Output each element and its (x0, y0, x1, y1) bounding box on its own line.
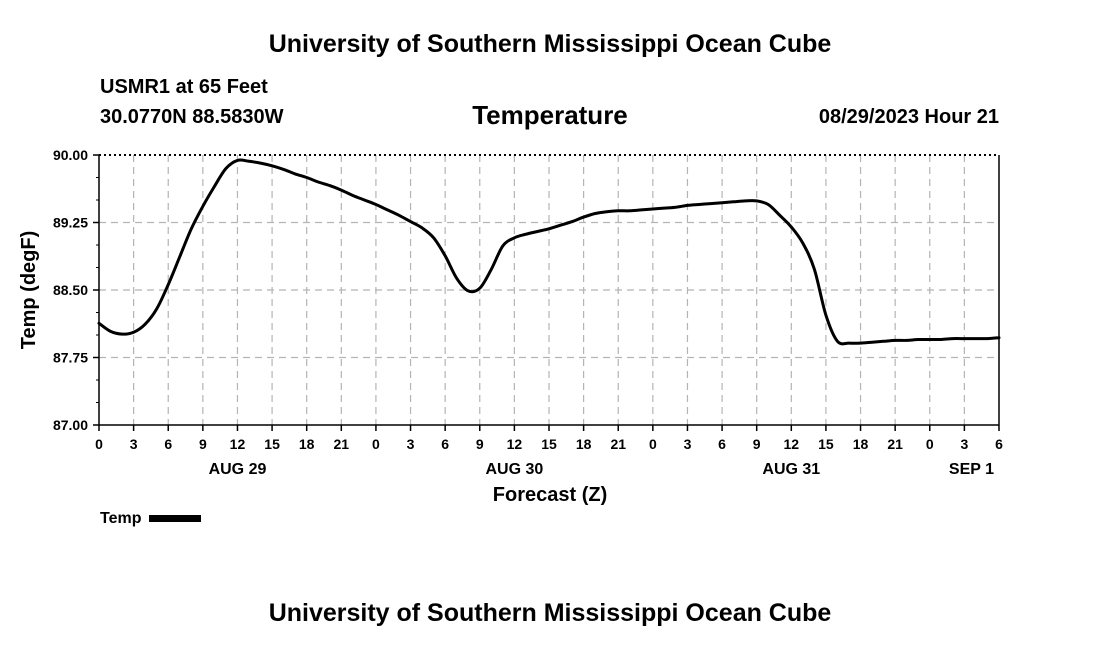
forecast-datetime: 08/29/2023 Hour 21 (818, 106, 999, 128)
x-tick-label: 12 (507, 436, 523, 452)
x-tick-label: 18 (853, 436, 869, 452)
station-name: USMR1 at 65 Feet (100, 76, 268, 98)
x-date-label: AUG 31 (762, 461, 820, 478)
x-tick-label: 15 (264, 436, 280, 452)
x-tick-label: 12 (784, 436, 800, 452)
x-tick-label: 3 (684, 436, 692, 452)
x-tick-label: 3 (130, 436, 138, 452)
x-date-label: SEP 1 (949, 461, 994, 478)
y-axis-label: Temp (degF) (18, 231, 40, 350)
y-tick-label: 90.00 (53, 147, 88, 163)
x-tick-label: 3 (407, 436, 415, 452)
x-date-label: AUG 29 (209, 461, 267, 478)
x-tick-label: 6 (718, 436, 726, 452)
x-axis-label: Forecast (Z) (493, 484, 607, 506)
page-footer-title: University of Southern Mississippi Ocean… (268, 599, 832, 627)
legend-label-temp: Temp (100, 510, 142, 527)
x-date-label: AUG 30 (485, 461, 543, 478)
x-tick-label: 6 (164, 436, 172, 452)
x-tick-label: 21 (887, 436, 903, 452)
x-tick-label: 21 (334, 436, 350, 452)
x-tick-label: 3 (960, 436, 968, 452)
x-tick-label: 0 (649, 436, 657, 452)
y-tick-label: 88.50 (53, 282, 88, 298)
x-tick-label: 9 (199, 436, 207, 452)
x-tick-label: 18 (299, 436, 315, 452)
grid-lines (99, 155, 999, 425)
series-lines (97, 158, 1001, 346)
x-tick-label: 0 (926, 436, 934, 452)
legend-swatch-temp (149, 515, 202, 523)
series-line-temp (97, 158, 1001, 346)
x-tick-label: 21 (610, 436, 626, 452)
x-tick-label: 6 (995, 436, 1003, 452)
x-tick-label: 0 (372, 436, 380, 452)
x-tick-label: 18 (576, 436, 592, 452)
x-tick-label: 9 (753, 436, 761, 452)
y-tick-label: 87.00 (53, 417, 88, 433)
x-tick-label: 9 (476, 436, 484, 452)
y-tick-label: 89.25 (53, 215, 88, 231)
tick-labels: 87.00 87.75 88.50 89.25 90.00 0 3 6 9 12 15 18 21 0 3 6… (53, 147, 1003, 478)
x-tick-label: 15 (818, 436, 834, 452)
station-coordinates: 30.0770N 88.5830W (100, 106, 284, 128)
axis-ticks (93, 154, 1000, 431)
chart-legend: Temp (100, 510, 202, 528)
page-title: University of Southern Mississippi Ocean… (268, 30, 832, 58)
chart-title: Temperature (472, 100, 628, 130)
x-tick-label: 6 (441, 436, 449, 452)
x-tick-label: 12 (230, 436, 246, 452)
x-tick-label: 15 (541, 436, 557, 452)
y-tick-label: 87.75 (53, 350, 88, 366)
x-tick-label: 0 (95, 436, 103, 452)
